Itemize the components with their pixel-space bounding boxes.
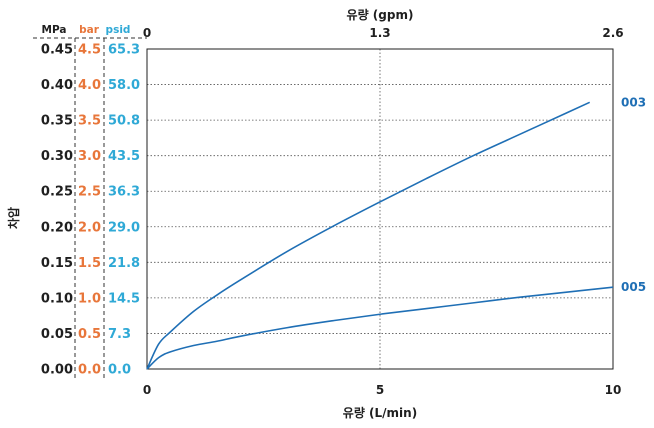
- y-tick-label-bar: 1.0: [78, 291, 101, 306]
- y-tick-label-mpa: 0.40: [41, 78, 73, 93]
- y-tick-label-bar: 3.0: [78, 149, 101, 164]
- y-tick-label-mpa: 0.45: [41, 43, 73, 58]
- top-x-tick-label: 0: [143, 26, 151, 40]
- y-tick-label-bar: 1.5: [78, 256, 101, 271]
- y-tick-label-mpa: 0.35: [41, 114, 73, 129]
- series-curve-005: [146, 286, 614, 370]
- x-tick-label: 0: [143, 383, 151, 397]
- y-tick-label-bar: 2.5: [78, 185, 101, 200]
- grid: [147, 49, 613, 369]
- series-labels: 003 005: [621, 95, 646, 294]
- y-tick-label-mpa: 0.30: [41, 149, 73, 164]
- x-tick-label: 5: [376, 383, 384, 397]
- y-tick-label-psid: 29.0: [108, 220, 140, 235]
- y-tick-label-psid: 21.8: [108, 256, 140, 271]
- top-x-axis-label: 유량 (gpm): [347, 8, 414, 22]
- series-label-005: 005: [621, 280, 646, 294]
- x-axis-tick-labels: 0 5 10: [143, 383, 622, 397]
- y-axis-unit-mpa: MPa: [42, 24, 67, 36]
- top-x-tick-label: 1.3: [369, 26, 390, 40]
- y-tick-label-psid: 65.3: [108, 43, 140, 58]
- y-axis-unit-headers: MPa bar psid: [42, 24, 131, 36]
- y-tick-label-bar: 0.5: [78, 327, 101, 342]
- plot-frame: [146, 48, 614, 370]
- y-tick-label-psid: 0.0: [108, 363, 131, 378]
- x-axis-label: 유량 (L/min): [343, 406, 417, 420]
- y-axis-tick-labels: 0.450.400.350.300.250.200.150.100.050.00…: [41, 43, 140, 378]
- y-axis-label: 차압: [6, 207, 21, 229]
- y-tick-label-bar: 4.0: [78, 78, 101, 93]
- y-tick-label-mpa: 0.10: [41, 291, 73, 306]
- y-tick-label-psid: 43.5: [108, 149, 140, 164]
- top-x-axis-tick-labels: 0 1.3 2.6: [143, 26, 624, 40]
- y-tick-label-bar: 2.0: [78, 220, 101, 235]
- y-tick-label-psid: 14.5: [108, 291, 140, 306]
- series-curve-003: [146, 101, 591, 370]
- series-curves: [146, 101, 614, 370]
- y-tick-label-mpa: 0.15: [41, 256, 73, 271]
- top-x-tick-label: 2.6: [602, 26, 623, 40]
- y-tick-label-psid: 7.3: [108, 327, 131, 342]
- y-tick-label-mpa: 0.20: [41, 220, 73, 235]
- y-tick-label-bar: 3.5: [78, 114, 101, 129]
- x-tick-label: 10: [605, 383, 622, 397]
- y-tick-label-mpa: 0.25: [41, 185, 73, 200]
- y-tick-label-bar: 0.0: [78, 363, 101, 378]
- y-axis-unit-psid: psid: [106, 24, 131, 36]
- y-tick-label-bar: 4.5: [78, 43, 101, 58]
- y-tick-label-psid: 58.0: [108, 78, 140, 93]
- y-tick-label-mpa: 0.05: [41, 327, 73, 342]
- y-axis-unit-bar: bar: [79, 24, 100, 36]
- series-label-003: 003: [621, 95, 646, 109]
- y-tick-label-psid: 50.8: [108, 114, 140, 129]
- y-tick-label-mpa: 0.00: [41, 363, 73, 378]
- y-axis-dividers: [33, 37, 147, 378]
- y-tick-label-psid: 36.3: [108, 185, 140, 200]
